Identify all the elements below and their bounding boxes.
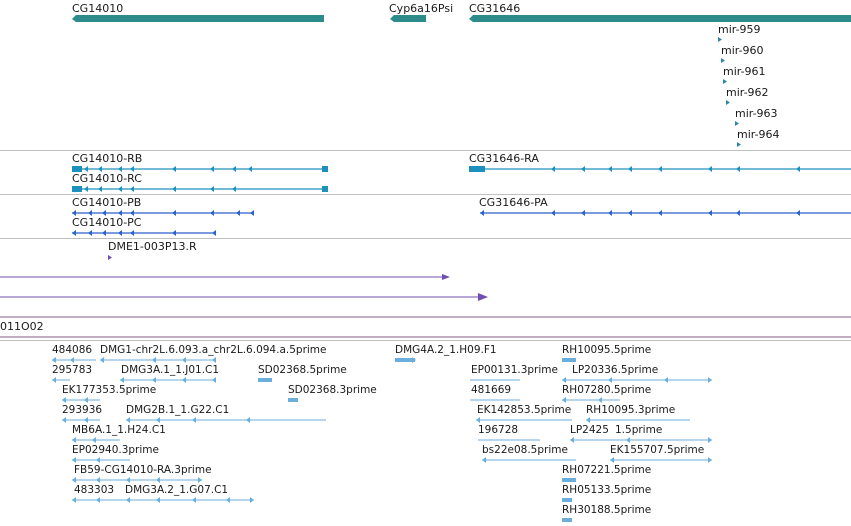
strand-arrow [72,477,202,483]
gene-bar-cyp6a16psi[interactable] [390,15,426,22]
exon[interactable] [72,186,82,192]
strand-arrow [84,166,252,172]
est-label[interactable]: RH30188.5prime [562,504,652,516]
est-label[interactable]: EP00131.3prime [471,364,558,376]
est-label[interactable]: SD02368.5prime [258,364,347,376]
exon[interactable] [469,166,485,172]
transcript-label[interactable]: CG31646-PA [479,196,548,209]
est-label[interactable]: EK155707.5prime [610,444,705,456]
est-label[interactable]: SD02368.3prime [288,384,377,396]
feature-arrow [442,274,450,280]
gene-label[interactable]: CG31646 [469,2,521,15]
gene-label[interactable]: CG14010 [72,2,124,15]
mirna-label[interactable]: mir-964 [737,128,780,141]
est-label[interactable]: RH10095.5prime [562,344,652,356]
est-label[interactable]: 481669 [471,384,512,396]
est-label[interactable]: EP02940.3prime [72,444,159,456]
mirna-marker[interactable] [718,37,722,42]
est-label[interactable]: MB6A.1_1.H24.C1 [72,424,166,436]
est-block[interactable] [562,518,572,522]
exon[interactable] [322,166,328,172]
est-label[interactable]: 293936 [62,404,103,416]
est-label[interactable]: bs22e08.5prime [482,444,568,456]
est-label[interactable]: 1.5prime [615,424,663,436]
est-label[interactable]: DMG3A.2_1.G07.C1 [125,484,229,496]
mirna-marker[interactable] [726,100,730,105]
est-block[interactable] [288,398,298,402]
transcript-label[interactable]: CG14010-PB [72,196,142,209]
est-label[interactable]: RH05133.5prime [562,484,652,496]
strand-arrow [52,377,712,383]
mirna-marker[interactable] [723,79,727,84]
est-block[interactable] [395,358,415,362]
mirna-marker[interactable] [735,121,739,126]
strand-arrow [480,210,800,216]
transcript-label[interactable]: CG14010-PC [72,216,142,229]
clone-label[interactable]: 011O02 [0,320,44,333]
est-label[interactable]: EK142853.5prime [477,404,572,416]
transcript-label[interactable]: CG14010-RC [72,172,142,185]
est-block[interactable] [562,478,576,482]
transcript-label[interactable]: CG14010-RB [72,152,143,165]
feature-label[interactable]: DME1-003P13.R [108,240,197,253]
est-label[interactable]: DMG3A.1_1.J01.C1 [121,364,220,376]
est-label[interactable]: 295783 [52,364,93,376]
exon[interactable] [322,186,328,192]
mirna-label[interactable]: mir-961 [723,65,766,78]
exon[interactable] [72,166,82,172]
mirna-label[interactable]: mir-959 [718,23,761,36]
est-label[interactable]: DMG2B.1_1.G22.C1 [126,404,230,416]
strand-arrow [62,397,602,403]
est-label[interactable]: 196728 [478,424,519,436]
feature-arrow [478,293,488,301]
est-block[interactable] [562,358,576,362]
est-label[interactable]: FB59-CG14010-RA.3prime [74,464,212,476]
est-label[interactable]: LP20336.5prime [572,364,659,376]
mirna-label[interactable]: mir-962 [726,86,769,99]
est-label[interactable]: EK177353.5prime [62,384,157,396]
gene-bar-cg14010[interactable] [72,15,324,22]
est-label[interactable]: 483303 [74,484,115,496]
est-label[interactable]: RH07221.5prime [562,464,652,476]
est-label[interactable]: LP2425 [570,424,609,436]
transcript-label[interactable]: CG31646-RA [469,152,539,165]
strand-arrow [84,186,236,192]
est-label[interactable]: 484086 [52,344,93,356]
mirna-marker[interactable] [737,142,741,147]
est-label[interactable]: DMG1-chr2L.6.093.a_chr2L.6.094.a.5prime [100,344,327,356]
strand-arrow [62,417,590,423]
mirna-label[interactable]: mir-963 [735,107,778,120]
feature-marker[interactable] [108,255,112,260]
est-block[interactable] [562,498,572,502]
mirna-marker[interactable] [721,58,725,63]
gene-label[interactable]: Cyp6a16Psi [389,2,454,15]
mirna-label[interactable]: mir-960 [721,44,764,57]
est-label[interactable]: DMG4A.2_1.H09.F1 [395,344,497,356]
est-label[interactable]: RH07280.5prime [562,384,652,396]
est-block[interactable] [258,378,272,382]
gene-bar-cg31646[interactable] [469,15,851,22]
est-label[interactable]: RH10095.3prime [586,404,676,416]
